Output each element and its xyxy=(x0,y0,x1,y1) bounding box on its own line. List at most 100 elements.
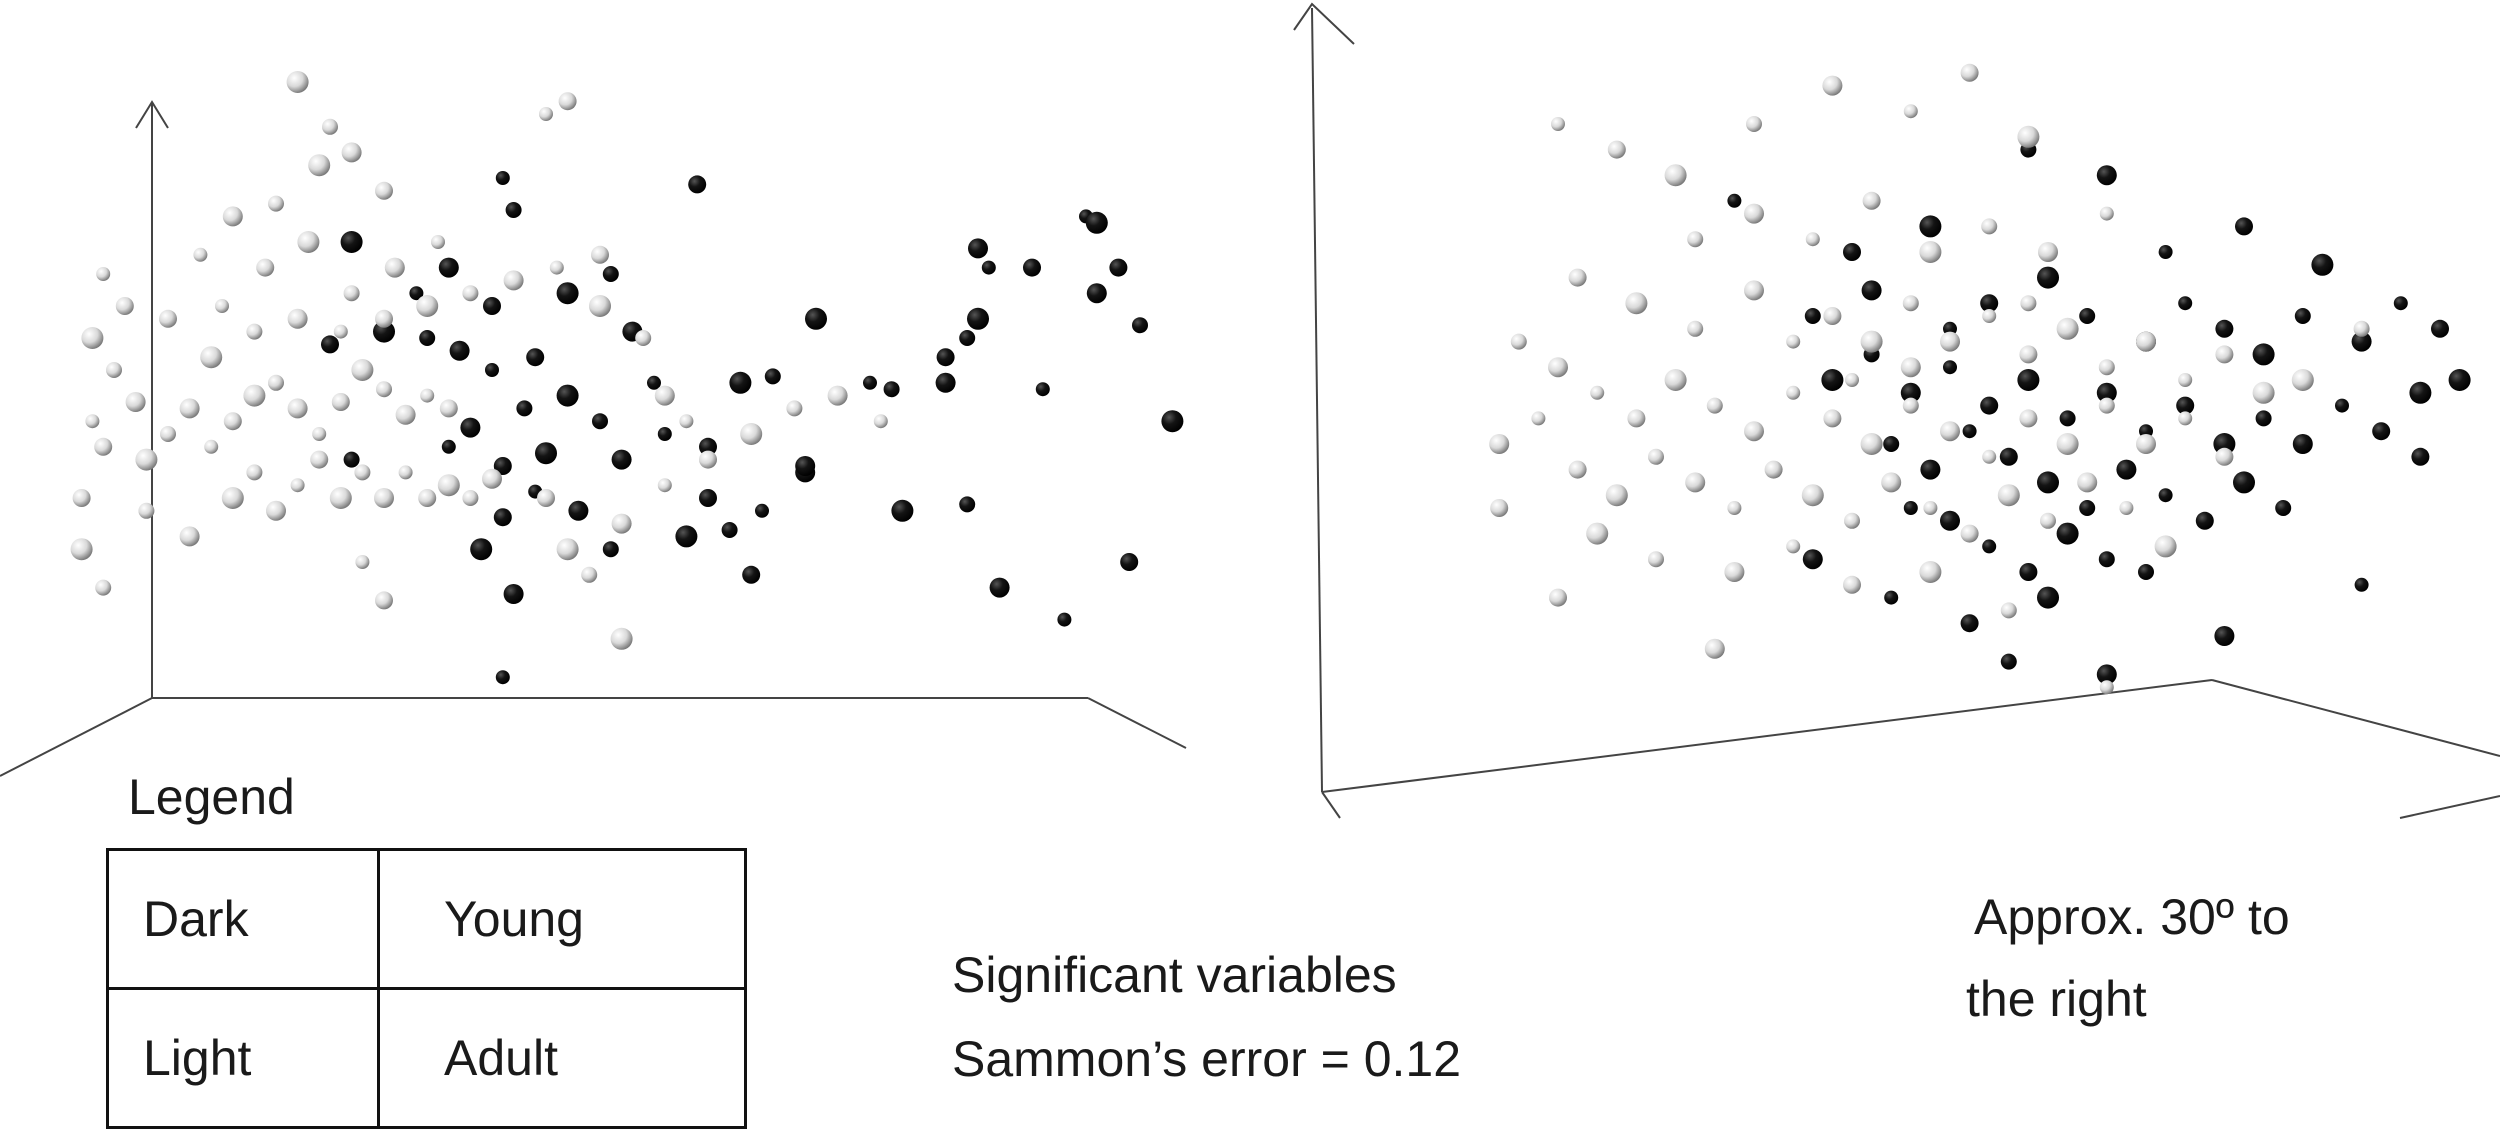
dark-point-left-54 xyxy=(1086,283,1107,304)
dark-point-right-54 xyxy=(1802,549,1823,570)
light-point-left-46 xyxy=(159,309,177,328)
light-point-left-66 xyxy=(537,489,555,507)
light-point-left-82 xyxy=(610,627,633,650)
light-point-left-42 xyxy=(308,154,331,177)
dark-point-right-33 xyxy=(2255,410,2272,427)
legend-title: Legend xyxy=(128,769,295,825)
light-point-left-68 xyxy=(581,566,598,583)
dark-point-left-55 xyxy=(1035,382,1050,397)
right-x-axis-end xyxy=(2211,679,2500,757)
dark-point-right-13 xyxy=(2079,308,2096,324)
legend-color-light: Light xyxy=(106,987,380,1129)
light-point-left-35 xyxy=(215,299,229,313)
light-point-left-32 xyxy=(437,474,460,497)
dark-point-right-42 xyxy=(2037,471,2059,494)
dark-point-right-43 xyxy=(2079,500,2096,516)
dark-point-right-47 xyxy=(2233,471,2255,494)
light-point-right-55 xyxy=(1531,411,1546,426)
light-point-right-61 xyxy=(1764,460,1783,479)
light-point-right-47 xyxy=(2056,433,2079,455)
light-point-right-46 xyxy=(2019,409,2038,428)
dark-point-right-63 xyxy=(2000,653,2017,670)
light-point-left-70 xyxy=(657,478,672,493)
dark-point-left-6 xyxy=(483,297,501,315)
light-point-right-71 xyxy=(1490,499,1509,517)
dark-point-right-48 xyxy=(2275,500,2292,516)
light-point-right-80 xyxy=(2099,680,2114,695)
dark-point-left-48 xyxy=(959,330,976,346)
dark-point-left-1 xyxy=(688,175,707,194)
legend-row-2: Light Adult xyxy=(106,987,747,1129)
dark-point-left-4 xyxy=(438,257,459,278)
light-point-left-69 xyxy=(611,513,632,534)
light-point-right-54 xyxy=(1489,434,1510,454)
dark-point-right-46 xyxy=(2195,511,2214,530)
dark-point-right-39 xyxy=(1920,459,1941,480)
dark-point-right-11 xyxy=(1980,294,1999,313)
dark-point-left-32 xyxy=(675,525,698,548)
light-point-left-9 xyxy=(179,398,200,419)
legend-row-1: Dark Young xyxy=(106,848,747,990)
light-point-right-68 xyxy=(2040,512,2056,529)
dark-point-right-1 xyxy=(1843,243,1861,261)
light-point-left-53 xyxy=(462,285,479,302)
light-point-left-73 xyxy=(786,400,803,417)
dark-point-left-65 xyxy=(863,375,877,390)
light-point-right-81 xyxy=(1549,588,1567,607)
dark-point-left-34 xyxy=(568,500,589,521)
dark-point-right-45 xyxy=(2158,488,2173,503)
light-point-right-5 xyxy=(1903,104,1918,119)
legend-age-young: Young xyxy=(377,848,747,990)
dark-point-right-25 xyxy=(1943,360,1957,375)
dark-point-right-7 xyxy=(2311,253,2334,276)
dark-point-left-2 xyxy=(340,231,363,253)
dark-point-left-11 xyxy=(321,335,339,354)
light-point-right-23 xyxy=(1902,295,1919,312)
dark-point-left-51 xyxy=(1109,258,1128,277)
light-point-right-65 xyxy=(1923,501,1938,515)
dark-point-right-57 xyxy=(2037,586,2059,609)
dark-point-left-26 xyxy=(699,437,717,456)
light-point-right-48 xyxy=(2098,397,2115,414)
light-point-left-3 xyxy=(106,362,122,378)
dark-point-right-41 xyxy=(1999,447,2018,466)
dark-point-right-9 xyxy=(1861,280,1882,301)
caption-significant-variables: Significant variables xyxy=(952,947,1397,1003)
light-point-left-21 xyxy=(439,399,458,418)
light-point-right-2 xyxy=(1664,164,1687,187)
light-point-right-74 xyxy=(1724,562,1745,582)
light-point-right-20 xyxy=(1786,334,1801,349)
dark-point-right-18 xyxy=(2294,308,2311,324)
dark-point-right-21 xyxy=(2431,319,2449,338)
dark-point-right-20 xyxy=(2393,296,2408,311)
light-point-right-27 xyxy=(2056,317,2079,340)
dark-point-right-6 xyxy=(2235,217,2253,236)
dark-point-left-5 xyxy=(409,286,424,301)
dark-point-left-56 xyxy=(936,348,955,367)
dark-point-left-58 xyxy=(959,496,976,513)
dark-point-right-16 xyxy=(2215,319,2234,338)
light-point-right-28 xyxy=(2098,359,2115,376)
light-point-right-75 xyxy=(1786,539,1801,554)
left-depth-axis xyxy=(0,697,153,777)
light-point-left-49 xyxy=(287,308,308,329)
dark-point-left-19 xyxy=(460,417,481,438)
light-point-left-74 xyxy=(827,385,848,406)
dark-point-left-12 xyxy=(373,320,395,343)
light-point-right-43 xyxy=(1902,397,1919,414)
dark-point-right-51 xyxy=(2019,563,2038,581)
light-point-left-79 xyxy=(179,526,200,547)
light-point-left-13 xyxy=(268,374,284,391)
light-point-left-17 xyxy=(351,359,374,381)
light-point-left-20 xyxy=(420,388,435,403)
light-point-left-83 xyxy=(95,579,112,596)
light-point-left-10 xyxy=(204,439,219,454)
dark-point-right-52 xyxy=(2056,522,2079,545)
light-point-right-58 xyxy=(1648,448,1664,465)
left-axes xyxy=(0,100,1187,777)
light-point-right-34 xyxy=(1548,357,1568,378)
dark-point-right-32 xyxy=(2213,433,2236,455)
light-point-left-61 xyxy=(558,92,577,111)
light-point-right-52 xyxy=(2291,369,2314,391)
light-point-right-24 xyxy=(1940,331,1960,352)
